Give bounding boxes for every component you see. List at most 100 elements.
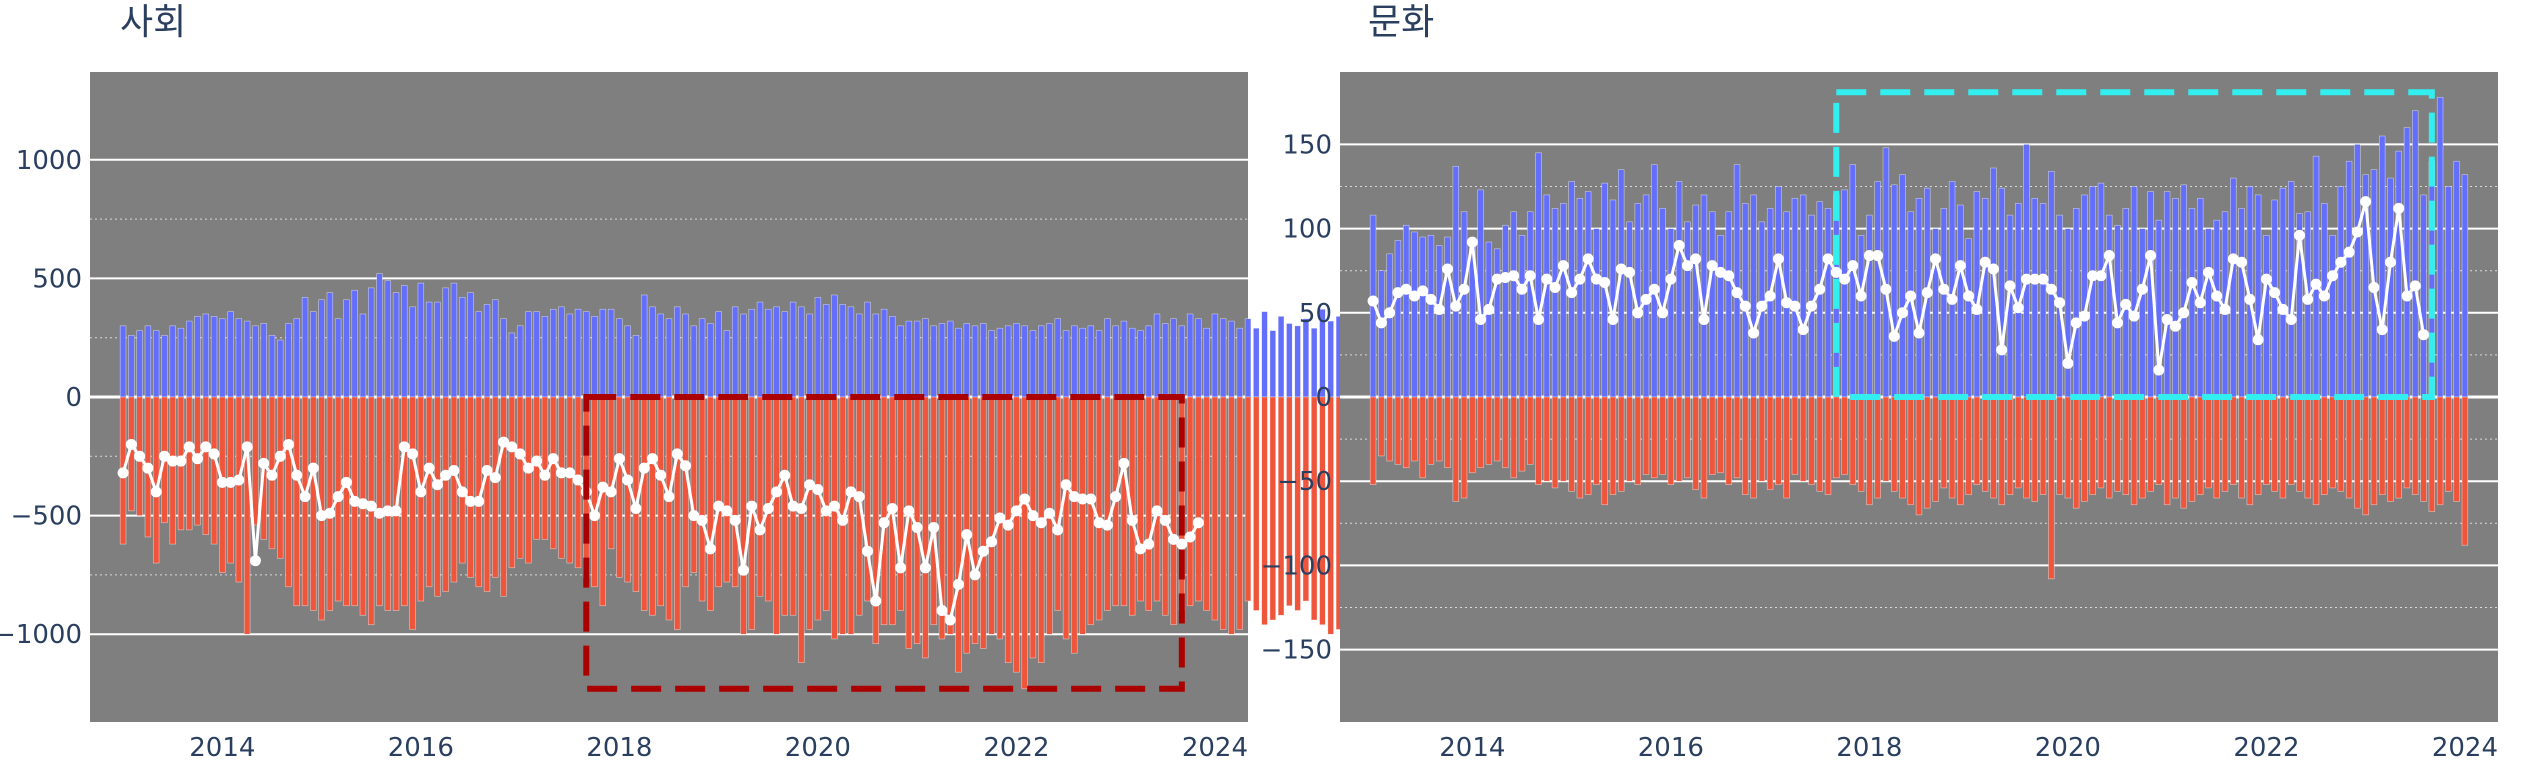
bar-negative xyxy=(2230,396,2237,485)
bar-positive xyxy=(740,313,747,398)
net-point xyxy=(415,486,427,498)
bar-positive xyxy=(1244,318,1252,398)
bar-negative xyxy=(2354,396,2361,509)
bar-negative xyxy=(1866,396,1873,506)
net-point xyxy=(688,510,700,522)
bar-negative xyxy=(1253,396,1260,611)
net-point xyxy=(2029,273,2041,285)
bar-negative xyxy=(674,396,681,630)
net-point xyxy=(713,500,725,512)
bar-positive xyxy=(889,316,896,398)
net-point xyxy=(1384,307,1396,319)
net-point xyxy=(2037,273,2049,285)
net-point xyxy=(374,507,385,519)
bar-negative xyxy=(243,396,251,635)
net-point xyxy=(407,448,419,460)
bar-positive xyxy=(1733,164,1741,398)
net-point xyxy=(704,543,716,555)
bar-negative xyxy=(1319,396,1326,626)
net-point xyxy=(2062,357,2074,369)
bar-negative xyxy=(1378,396,1385,457)
bar-positive xyxy=(376,273,383,398)
net-point xyxy=(1549,282,1561,294)
net-point xyxy=(225,476,237,488)
net-point xyxy=(1681,260,1693,272)
bar-positive xyxy=(2263,235,2270,398)
bar-positive xyxy=(2312,155,2320,398)
net-point xyxy=(696,514,708,526)
bar-negative xyxy=(1642,396,1650,475)
bar-negative xyxy=(872,396,879,645)
bar-negative xyxy=(1120,396,1128,607)
net-point xyxy=(448,465,460,477)
bar-positive xyxy=(483,304,491,398)
bar-negative xyxy=(1286,396,1293,607)
bar-negative xyxy=(1775,396,1782,485)
bar-negative xyxy=(2122,396,2129,495)
bar-positive xyxy=(442,287,449,398)
bar-positive xyxy=(2445,186,2452,398)
net-point xyxy=(969,569,981,581)
net-point xyxy=(870,595,882,607)
bar-positive xyxy=(715,311,722,398)
bar-positive xyxy=(541,316,549,398)
bar-negative xyxy=(2370,396,2378,506)
net-point xyxy=(762,502,774,514)
bar-negative xyxy=(516,396,524,559)
bar-positive xyxy=(599,308,607,398)
bar-negative xyxy=(1302,396,1310,602)
bar-negative xyxy=(1327,396,1334,635)
bar-negative xyxy=(723,396,731,583)
net-point xyxy=(1996,344,2008,356)
bar-positive xyxy=(318,299,325,398)
bar-negative xyxy=(1684,396,1691,479)
net-point xyxy=(1830,266,1842,278)
net-point xyxy=(1599,276,1611,288)
highlight-box xyxy=(583,394,1185,692)
bar-positive xyxy=(1153,313,1161,398)
net-point xyxy=(2343,246,2355,258)
net-point xyxy=(1632,307,1644,319)
net-point xyxy=(1665,273,1677,285)
net-point xyxy=(489,472,501,484)
bar-negative xyxy=(1386,396,1393,462)
bar-positive xyxy=(326,292,334,398)
net-point xyxy=(1789,300,1801,312)
net-point xyxy=(1052,524,1064,536)
bar-negative xyxy=(1725,396,1732,485)
bar-positive xyxy=(1940,208,1948,398)
net-point xyxy=(1839,273,1851,285)
bar-negative xyxy=(1833,396,1840,479)
bar-negative xyxy=(897,396,904,611)
net-point xyxy=(423,462,435,474)
bar-positive xyxy=(1294,325,1301,398)
net-point xyxy=(2112,317,2124,329)
bar-positive xyxy=(1054,318,1061,398)
bar-negative xyxy=(806,396,813,630)
bar-positive xyxy=(1667,228,1675,398)
net-point xyxy=(266,469,278,481)
bar-positive xyxy=(856,313,863,398)
net-point xyxy=(233,474,245,486)
net-point xyxy=(1151,505,1163,517)
bar-negative xyxy=(277,396,284,559)
bar-positive xyxy=(1129,327,1136,398)
bar-positive xyxy=(2461,174,2469,398)
net-point xyxy=(2054,297,2066,309)
bar-negative xyxy=(1228,396,1235,635)
net-point xyxy=(431,479,443,491)
bar-positive xyxy=(1593,228,1600,398)
bar-positive xyxy=(425,301,433,398)
net-point xyxy=(2219,303,2231,315)
net-point xyxy=(1077,493,1089,505)
net-point xyxy=(1756,300,1768,312)
net-point xyxy=(994,512,1006,524)
net-point xyxy=(2327,270,2339,282)
net-point xyxy=(845,486,857,498)
x-tick-label: 2022 xyxy=(983,733,1049,761)
y-tick-label: −1000 xyxy=(0,620,82,650)
net-point xyxy=(2277,303,2289,315)
bar-positive xyxy=(583,311,590,398)
net-point xyxy=(1855,290,1867,302)
